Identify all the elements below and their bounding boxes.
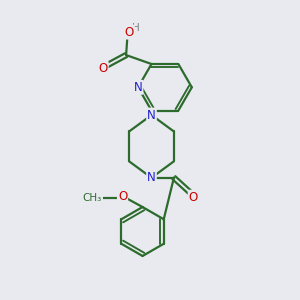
Text: N: N bbox=[134, 81, 142, 94]
Text: H: H bbox=[132, 23, 140, 33]
Text: O: O bbox=[189, 191, 198, 204]
Text: N: N bbox=[147, 171, 156, 184]
Text: O: O bbox=[118, 190, 127, 203]
Text: N: N bbox=[147, 109, 156, 122]
Text: O: O bbox=[98, 62, 108, 75]
Text: CH₃: CH₃ bbox=[83, 193, 102, 203]
Text: O: O bbox=[124, 26, 134, 39]
